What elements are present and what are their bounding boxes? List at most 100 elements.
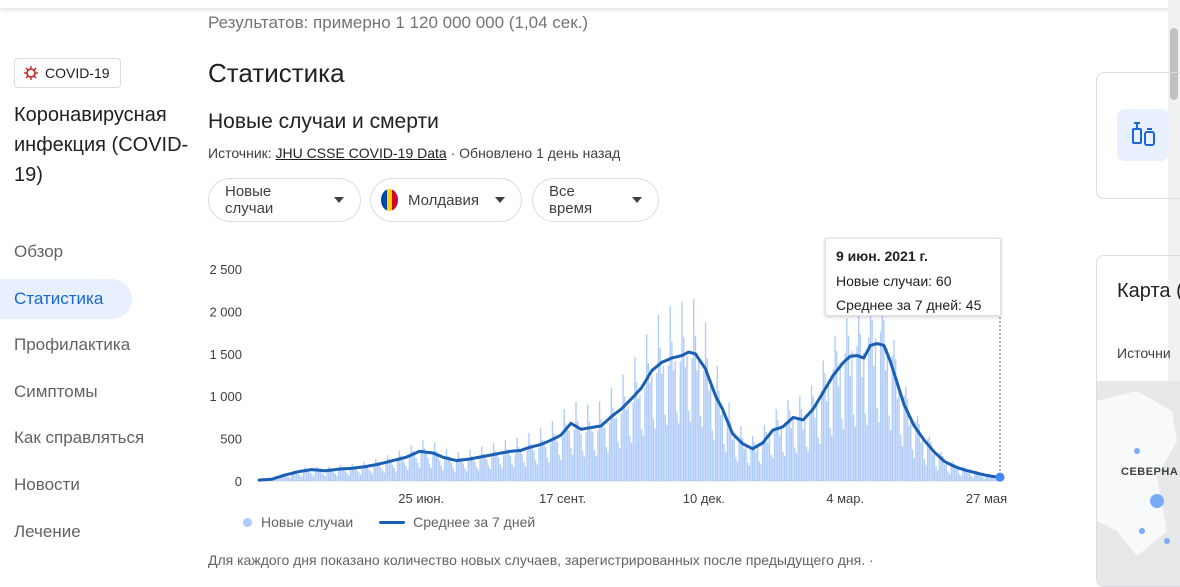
- daily-cases-bar: [763, 425, 766, 481]
- scrollbar-thumb[interactable]: [1170, 28, 1178, 100]
- metric-dropdown-label: Новые случаи: [225, 183, 274, 217]
- daily-cases-bar: [349, 468, 352, 481]
- tooltip-date: 9 июн. 2021 г.: [836, 248, 928, 264]
- nav-item-symptoms[interactable]: Симптомы: [0, 372, 180, 412]
- daily-cases-bar: [413, 453, 416, 481]
- daily-cases-bar: [439, 460, 441, 481]
- daily-cases-bar: [624, 396, 626, 481]
- daily-cases-bar: [516, 437, 518, 481]
- daily-cases-bar: [427, 457, 429, 481]
- daily-cases-bar: [859, 334, 862, 481]
- daily-cases-bar: [698, 361, 700, 481]
- daily-cases-bar: [686, 356, 688, 481]
- daily-cases-bar: [745, 445, 747, 481]
- vaccine-card[interactable]: [1096, 72, 1180, 199]
- daily-cases-bar: [494, 451, 496, 481]
- daily-cases-bar: [970, 475, 973, 481]
- daily-cases-bar: [794, 447, 796, 481]
- daily-cases-bar: [329, 468, 332, 481]
- daily-cases-bar: [757, 445, 759, 481]
- nav-item-coping[interactable]: Как справляться: [0, 418, 180, 458]
- daily-cases-bar: [499, 464, 501, 481]
- daily-cases-bar: [921, 436, 924, 481]
- daily-cases-bar: [585, 432, 587, 481]
- daily-cases-bar: [969, 470, 971, 481]
- daily-cases-bar: [257, 479, 259, 481]
- daily-cases-bar: [548, 462, 550, 481]
- daily-cases-bar: [422, 440, 424, 481]
- daily-cases-bar: [363, 461, 365, 481]
- daily-cases-bar: [334, 473, 337, 481]
- world-map[interactable]: СЕВЕРНА АМЕРИК: [1097, 381, 1180, 586]
- period-dropdown[interactable]: Все время: [532, 178, 659, 222]
- daily-cases-bar: [773, 429, 776, 481]
- daily-cases-bar: [403, 462, 406, 481]
- daily-cases-bar: [489, 469, 491, 481]
- daily-cases-bar: [321, 472, 323, 481]
- nav-item-prevention[interactable]: Профилактика: [0, 325, 180, 365]
- daily-cases-bar: [802, 429, 804, 481]
- daily-cases-bar: [410, 445, 412, 481]
- daily-cases-bar: [285, 476, 288, 481]
- daily-cases-bar: [977, 471, 979, 481]
- daily-cases-bar: [711, 430, 713, 481]
- syringe-icon: [1132, 122, 1155, 146]
- daily-cases-bar: [674, 361, 676, 481]
- daily-cases-bar: [645, 334, 648, 481]
- tooltip-average: Среднее за 7 дней: 45: [836, 297, 982, 313]
- covid-chip[interactable]: COVID-19: [14, 58, 121, 88]
- nav-item-news[interactable]: Новости: [0, 465, 180, 505]
- daily-cases-bar: [780, 426, 782, 481]
- daily-cases-bar: [486, 459, 488, 481]
- daily-cases-bar: [635, 382, 638, 481]
- daily-cases-bar: [837, 386, 840, 481]
- daily-cases-bar: [725, 451, 727, 481]
- daily-cases-bar: [607, 452, 609, 481]
- hover-point[interactable]: [995, 472, 1005, 482]
- daily-cases-bar: [449, 458, 451, 481]
- daily-cases-bar: [299, 474, 301, 481]
- daily-cases-bar: [792, 415, 794, 481]
- map-card[interactable]: Карта (за по Источни СЕВЕРНА АМЕРИК: [1096, 255, 1180, 587]
- nav-item-statistics[interactable]: Статистика: [0, 278, 132, 319]
- daily-cases-bar: [577, 421, 579, 481]
- daily-cases-bar: [903, 395, 905, 481]
- nav-item-label: Новости: [14, 474, 80, 494]
- daily-cases-bar: [388, 458, 390, 481]
- daily-cases-bar: [598, 401, 601, 481]
- daily-cases-bar: [723, 444, 725, 481]
- daily-cases-bar: [832, 369, 835, 481]
- daily-cases-bar: [982, 477, 984, 481]
- daily-cases-bar: [555, 439, 557, 481]
- country-dropdown[interactable]: Молдавия: [370, 178, 522, 222]
- metric-dropdown[interactable]: Новые случаи: [208, 178, 361, 222]
- daily-cases-bar: [672, 370, 675, 481]
- daily-cases-bar: [536, 464, 538, 481]
- nav-item-overview[interactable]: Обзор: [0, 232, 180, 272]
- daily-cases-bar: [841, 418, 843, 481]
- daily-cases-bar: [277, 479, 279, 481]
- chart-tooltip: 9 июн. 2021 г. Новые случаи: 60 Среднее …: [825, 238, 1001, 316]
- daily-cases-bar: [684, 367, 687, 481]
- daily-cases-bar: [447, 455, 449, 481]
- daily-cases-bar: [610, 387, 613, 481]
- map-region-label: СЕВЕРНА АМЕРИК: [1121, 466, 1180, 478]
- source-link[interactable]: JHU CSSE COVID-19 Data: [275, 145, 447, 161]
- nav-item-treatment[interactable]: Лечение: [0, 512, 180, 552]
- x-tick-label: 17 сент.: [539, 491, 586, 506]
- daily-cases-bar: [696, 370, 698, 481]
- caret-down-icon: [334, 197, 344, 203]
- daily-cases-bar: [519, 451, 522, 481]
- daily-cases-bar: [514, 453, 517, 481]
- daily-cases-bar: [789, 410, 791, 481]
- daily-cases-bar: [385, 462, 387, 481]
- daily-cases-bar: [593, 450, 596, 481]
- daily-cases-bar: [452, 468, 454, 481]
- daily-cases-bar: [906, 398, 909, 481]
- daily-cases-bar: [506, 448, 508, 481]
- daily-cases-bar: [588, 421, 591, 481]
- daily-cases-bar: [972, 477, 974, 481]
- daily-cases-bar: [688, 410, 690, 481]
- cases-chart[interactable]: 0 500 1 000 1 500 2 000 2 500 25 июн. 17 сент. 1…: [200, 235, 1020, 515]
- daily-cases-bar: [797, 416, 799, 481]
